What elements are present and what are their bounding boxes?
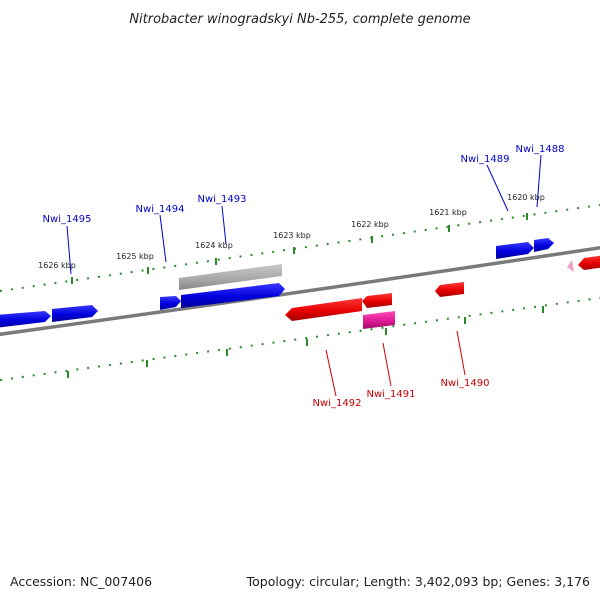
genome-summary-text: Topology: circular; Length: 3,402,093 bp… xyxy=(246,574,590,589)
gene-label-nwi-1488[interactable]: Nwi_1488 xyxy=(516,144,565,155)
kbp-label: 1622 kbp xyxy=(351,220,389,229)
gene-arrow-nwi-1492[interactable] xyxy=(285,298,362,321)
gene-arrow-reverse[interactable] xyxy=(578,255,600,270)
map-title: Nitrobacter winogradskyi Nb-255, complet… xyxy=(129,12,470,27)
gene-label-nwi-1495[interactable]: Nwi_1495 xyxy=(43,214,92,225)
gene-arrow-nwi-1493[interactable] xyxy=(181,283,285,308)
leader-line-nwi-1488 xyxy=(536,154,542,208)
leader-line-nwi-1493 xyxy=(221,205,227,245)
gene-label-nwi-1492[interactable]: Nwi_1492 xyxy=(313,398,362,409)
gene-arrow-nwi-1495[interactable] xyxy=(52,305,98,322)
gene-arrow-forward[interactable] xyxy=(0,311,51,328)
kbp-label: 1621 kbp xyxy=(429,208,467,217)
kbp-label: 1624 kbp xyxy=(195,241,233,250)
kbp-label: 1625 kbp xyxy=(116,252,154,261)
pink-gene-block[interactable] xyxy=(363,311,395,329)
gene-arrow-nwi-1488[interactable] xyxy=(534,238,554,252)
leader-line-nwi-1494 xyxy=(159,214,167,263)
gene-arrow-nwi-1489[interactable] xyxy=(496,242,534,259)
leader-line-nwi-1492 xyxy=(325,349,337,397)
genome-backbone xyxy=(0,245,600,337)
gene-arrow-nwi-1494[interactable] xyxy=(160,296,181,310)
leader-line-nwi-1491 xyxy=(382,342,392,387)
gene-label-nwi-1494[interactable]: Nwi_1494 xyxy=(136,204,185,215)
kbp-label: 1626 kbp xyxy=(38,261,76,270)
gene-label-nwi-1490[interactable]: Nwi_1490 xyxy=(441,378,490,389)
forward-tick-track xyxy=(0,204,600,292)
reverse-tick-track-line xyxy=(0,297,600,381)
reverse-tick-track xyxy=(0,297,600,381)
leader-line-nwi-1489 xyxy=(486,164,509,212)
kbp-label: 1623 kbp xyxy=(273,231,311,240)
gene-arrow-nwi-1491[interactable] xyxy=(362,293,392,308)
gene-arrow-nwi-1490[interactable] xyxy=(435,282,464,297)
pseudo-gene-block[interactable] xyxy=(179,264,282,290)
leader-line-nwi-1490 xyxy=(456,330,466,376)
kbp-label: 1620 kbp xyxy=(507,193,545,202)
gene-label-nwi-1489[interactable]: Nwi_1489 xyxy=(461,154,510,165)
pink-gene-fragment[interactable] xyxy=(567,260,574,272)
leader-line-nwi-1495 xyxy=(66,225,72,275)
gene-label-nwi-1491[interactable]: Nwi_1491 xyxy=(367,389,416,400)
accession-text: Accession: NC_007406 xyxy=(10,574,152,589)
gene-label-nwi-1493[interactable]: Nwi_1493 xyxy=(198,194,247,205)
